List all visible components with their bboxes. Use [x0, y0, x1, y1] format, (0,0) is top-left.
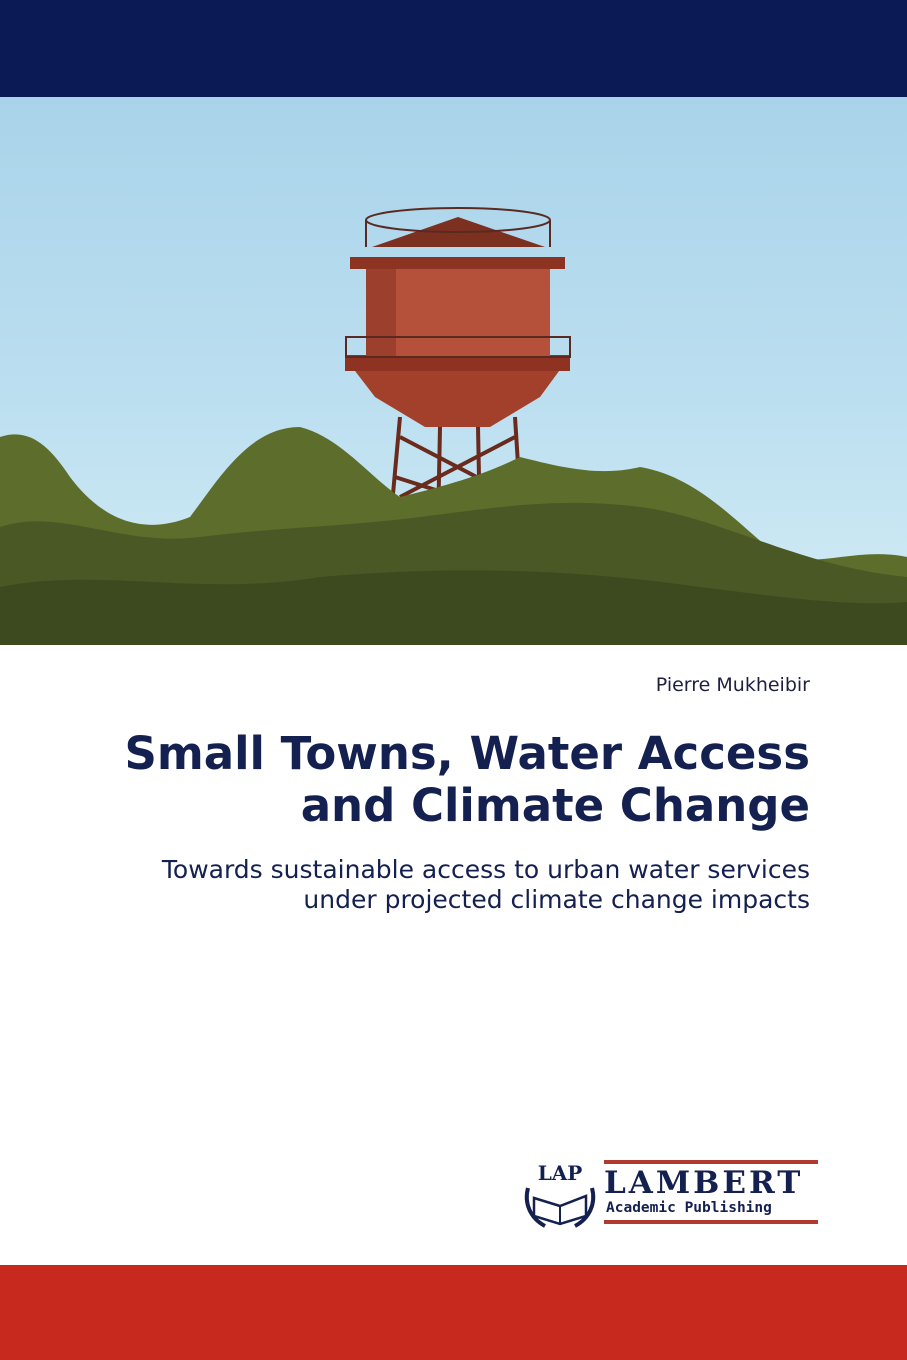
publisher-logo: LAP LAMBERT Academic Publishing — [520, 1158, 820, 1233]
title-line-1: Small Towns, Water Access — [124, 727, 810, 780]
cover-photo-water-tower — [0, 97, 907, 645]
subtitle-line-2: under projected climate change impacts — [303, 885, 810, 914]
logo-bottom-rule — [604, 1220, 818, 1224]
subtitle-line-1: Towards sustainable access to urban wate… — [161, 855, 810, 884]
logo-top-rule — [604, 1160, 818, 1164]
book-subtitle: Towards sustainable access to urban wate… — [50, 855, 810, 915]
lap-book-laurel-icon: LAP — [524, 1161, 596, 1228]
bottom-color-band — [0, 1265, 907, 1360]
top-color-band — [0, 0, 907, 97]
publisher-tagline: Academic Publishing — [606, 1200, 772, 1216]
title-line-2: and Climate Change — [300, 779, 810, 832]
author-name: Pierre Mukheibir — [655, 674, 810, 696]
svg-text:LAP: LAP — [538, 1161, 583, 1185]
book-title: Small Towns, Water Access and Climate Ch… — [50, 728, 810, 832]
publisher-name: LAMBERT — [604, 1165, 804, 1201]
